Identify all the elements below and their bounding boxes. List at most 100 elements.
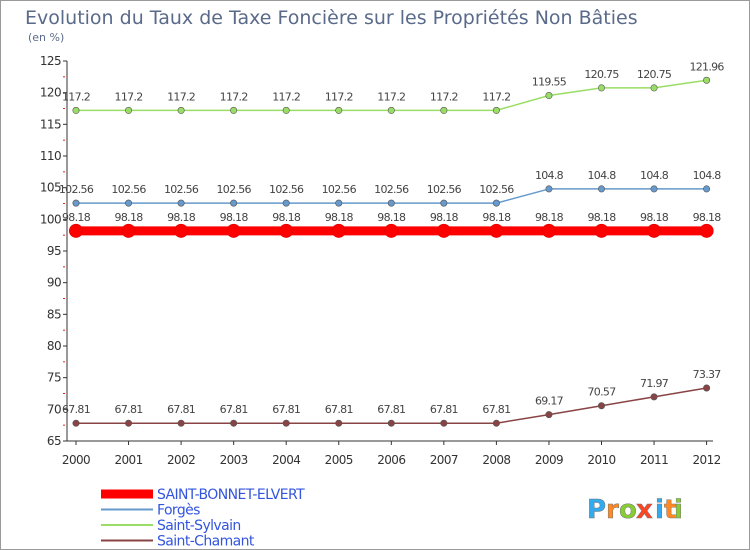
- data-point: [331, 223, 346, 238]
- logo-letter: P: [587, 495, 606, 525]
- data-label: 98.18: [325, 211, 354, 224]
- data-label: 117.2: [167, 90, 195, 103]
- series-forg-s: 102.56 102.56 102.56 102.56 102.56 102.56 102.…: [59, 169, 722, 207]
- data-point: [384, 223, 399, 238]
- data-label: 98.18: [430, 211, 459, 224]
- data-label: 102.56: [59, 183, 94, 196]
- data-point: [492, 419, 500, 427]
- data-label: 102.56: [427, 183, 462, 196]
- legend-entry: SAINT-BONNET-ELVERT: [157, 487, 305, 503]
- y-tick-label: 110: [40, 149, 61, 163]
- data-point: [230, 106, 238, 114]
- y-tick-label: 105: [40, 181, 61, 195]
- data-point: [492, 106, 500, 114]
- legend: SAINT-BONNET-ELVERTForgèsSaint-SylvainSa…: [101, 487, 306, 550]
- data-point: [545, 411, 553, 419]
- data-point: [699, 223, 714, 238]
- data-point: [279, 223, 294, 238]
- data-point: [72, 106, 80, 114]
- data-label: 102.56: [322, 183, 357, 196]
- x-tick-label: 2004: [272, 453, 300, 467]
- data-label: 117.2: [430, 90, 458, 103]
- data-label: 104.8: [535, 169, 564, 182]
- data-label: 67.81: [482, 403, 510, 416]
- chart-title: Evolution du Taux de Taxe Foncière sur l…: [25, 7, 638, 29]
- plot-area: 65 70 75 80 85 90 95 100 105 110 115 120 125 2000 2001…: [40, 54, 725, 467]
- data-point: [177, 419, 185, 427]
- series-saint-bonnet-elvert: 98.18 98.18 98.18 98.18 98.18 98.18 98.18 98.18…: [62, 211, 722, 238]
- data-point: [597, 84, 605, 92]
- logo-letter: r: [606, 495, 619, 525]
- data-point: [703, 384, 711, 392]
- data-point: [594, 223, 609, 238]
- data-point: [387, 106, 395, 114]
- data-label: 71.97: [640, 377, 669, 390]
- data-label: 98.18: [693, 211, 722, 224]
- data-point: [597, 402, 605, 410]
- data-label: 98.18: [377, 211, 406, 224]
- data-point: [492, 199, 500, 207]
- data-label: 120.75: [637, 68, 672, 81]
- data-point: [335, 199, 343, 207]
- data-label: 67.81: [115, 403, 143, 416]
- data-label: 119.55: [532, 76, 567, 89]
- data-label: 98.18: [220, 211, 249, 224]
- data-point: [335, 106, 343, 114]
- data-label: 98.18: [588, 211, 617, 224]
- data-point: [703, 76, 711, 84]
- y-tick-label: 70: [47, 402, 61, 416]
- x-tick-label: 2010: [587, 453, 615, 467]
- y-tick-label: 85: [47, 307, 61, 321]
- data-point: [440, 106, 448, 114]
- data-point: [650, 393, 658, 401]
- legend-swatch: [101, 539, 153, 542]
- x-tick-label: 2011: [640, 453, 668, 467]
- data-label: 117.2: [325, 90, 353, 103]
- data-label: 104.8: [640, 169, 669, 182]
- data-point: [387, 199, 395, 207]
- data-point: [703, 185, 711, 193]
- data-point: [489, 223, 504, 238]
- chart-subtitle: (en %): [28, 31, 64, 44]
- data-point: [72, 419, 80, 427]
- data-label: 67.81: [430, 403, 458, 416]
- data-point: [545, 185, 553, 193]
- data-point: [177, 199, 185, 207]
- data-label: 67.81: [272, 403, 300, 416]
- data-label: 70.57: [588, 386, 617, 399]
- data-label: 117.2: [272, 90, 300, 103]
- data-point: [440, 199, 448, 207]
- data-label: 121.96: [689, 60, 724, 73]
- data-label: 67.81: [377, 403, 405, 416]
- data-label: 69.17: [535, 395, 564, 408]
- legend-entry: Saint-Chamant: [157, 534, 255, 550]
- data-point: [650, 185, 658, 193]
- data-label: 98.18: [167, 211, 196, 224]
- data-point: [177, 106, 185, 114]
- data-point: [282, 419, 290, 427]
- data-label: 120.75: [584, 68, 619, 81]
- x-tick-label: 2002: [167, 453, 195, 467]
- data-point: [230, 199, 238, 207]
- data-point: [226, 223, 241, 238]
- data-point: [440, 419, 448, 427]
- x-tick-label: 2012: [693, 453, 721, 467]
- data-label: 102.56: [217, 183, 252, 196]
- data-point: [230, 419, 238, 427]
- data-label: 67.81: [167, 403, 195, 416]
- data-point: [125, 106, 133, 114]
- logo-letter: t: [664, 495, 676, 525]
- data-label: 67.81: [325, 403, 353, 416]
- data-label: 98.18: [482, 211, 511, 224]
- x-tick-label: 2003: [220, 453, 248, 467]
- data-label: 117.2: [377, 90, 405, 103]
- x-tick-label: 2007: [430, 453, 458, 467]
- data-point: [125, 199, 133, 207]
- y-tick-label: 90: [47, 276, 61, 290]
- data-point: [121, 223, 136, 238]
- y-tick-label: 100: [40, 212, 61, 226]
- data-label: 104.8: [693, 169, 722, 182]
- legend-entry: Forgès: [157, 503, 200, 519]
